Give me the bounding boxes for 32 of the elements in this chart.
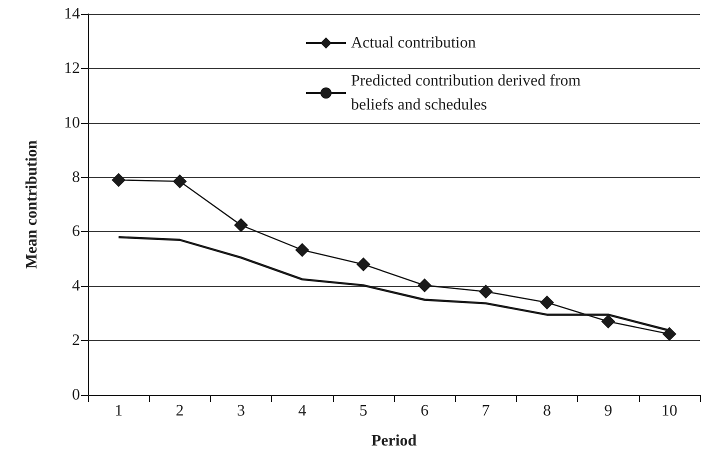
y-tick-label: 12	[64, 60, 80, 77]
y-tick-label: 14	[64, 6, 80, 22]
legend-label: Predicted contribution derived from beliefs and schedules	[351, 72, 585, 114]
x-tick-label: 6	[420, 402, 429, 420]
x-tick-label: 8	[543, 402, 551, 420]
y-tick-label: 10	[64, 114, 80, 132]
legend-label: Actual contribution	[351, 34, 476, 52]
x-tick-label: 7	[482, 402, 490, 420]
y-tick-label: 4	[72, 278, 80, 295]
x-tick-label: 4	[298, 402, 306, 420]
point	[418, 278, 432, 292]
y-tick-label: 8	[72, 168, 80, 186]
x-tick-label: 3	[237, 402, 245, 420]
point	[540, 295, 554, 310]
y-axis-title: Mean contribution	[24, 140, 40, 269]
x-tick-label: 10	[661, 402, 678, 420]
x-tick-label: 9	[604, 402, 612, 420]
point	[234, 218, 248, 232]
point	[172, 174, 187, 188]
point	[295, 242, 310, 257]
x-axis-title: Period	[371, 432, 417, 450]
point	[601, 314, 616, 329]
y-tick-label: 6	[72, 223, 80, 240]
y-tick-label: 0	[72, 386, 80, 404]
point	[478, 284, 493, 299]
y-tick-label: 2	[72, 332, 80, 350]
x-tick-label: 1	[114, 402, 123, 420]
x-tick-label: 2	[176, 402, 184, 420]
point	[112, 173, 126, 188]
point	[356, 257, 370, 272]
x-tick-label: 5	[359, 402, 368, 420]
point	[662, 327, 676, 342]
